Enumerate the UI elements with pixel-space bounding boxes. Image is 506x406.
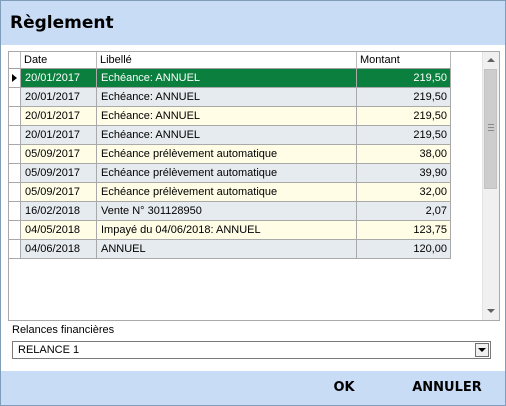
row-selector[interactable] — [9, 145, 21, 164]
cell-libelle[interactable]: Vente N° 301128950 — [97, 202, 357, 221]
dialog-title: Règlement — [10, 13, 114, 33]
cell-libelle[interactable]: Echéance: ANNUEL — [97, 88, 357, 107]
table-row[interactable]: 20/01/2017 Echéance: ANNUEL 219,50 — [9, 126, 451, 145]
grip-line — [488, 127, 494, 128]
row-selector[interactable] — [9, 183, 21, 202]
cell-montant[interactable]: 123,75 — [357, 221, 451, 240]
cell-date[interactable]: 20/01/2017 — [21, 88, 97, 107]
scrollbar-thumb[interactable] — [484, 69, 497, 189]
scroll-down-button[interactable] — [483, 303, 499, 320]
row-selector-header — [9, 52, 21, 69]
grip-line — [488, 124, 494, 125]
title-bar: Règlement — [1, 1, 505, 45]
cell-montant[interactable]: 120,00 — [357, 240, 451, 259]
cell-montant[interactable]: 32,00 — [357, 183, 451, 202]
cell-date[interactable]: 04/06/2018 — [21, 240, 97, 259]
cell-date[interactable]: 04/05/2018 — [21, 221, 97, 240]
cell-libelle[interactable]: Impayé du 04/06/2018: ANNUEL — [97, 221, 357, 240]
cell-montant[interactable]: 219,50 — [357, 107, 451, 126]
cell-date[interactable]: 20/01/2017 — [21, 126, 97, 145]
column-header-libelle[interactable]: Libellé — [97, 52, 357, 69]
relances-label: Relances financières — [12, 324, 115, 336]
table-row[interactable]: 05/09/2017 Echéance prélèvement automatiq… — [9, 183, 451, 202]
cell-montant[interactable]: 39,90 — [357, 164, 451, 183]
cell-libelle[interactable]: ANNUEL — [97, 240, 357, 259]
cell-libelle[interactable]: Echéance prélèvement automatique — [97, 164, 357, 183]
vertical-scrollbar[interactable] — [482, 52, 499, 320]
cell-date[interactable]: 16/02/2018 — [21, 202, 97, 221]
button-bar: OK ANNULER — [1, 371, 505, 405]
relances-selected-value: RELANCE 1 — [18, 344, 80, 356]
cell-montant[interactable]: 2,07 — [357, 202, 451, 221]
cell-libelle[interactable]: Echéance: ANNUEL — [97, 126, 357, 145]
ok-button[interactable]: OK — [333, 380, 355, 395]
cell-montant[interactable]: 219,50 — [357, 69, 451, 88]
row-selector[interactable] — [9, 107, 21, 126]
chevron-down-icon — [478, 348, 486, 352]
row-selector[interactable] — [9, 164, 21, 183]
table-row[interactable]: 04/06/2018 ANNUEL 120,00 — [9, 240, 451, 259]
cell-date[interactable]: 05/09/2017 — [21, 145, 97, 164]
cell-libelle[interactable]: Echéance prélèvement automatique — [97, 183, 357, 202]
cell-date[interactable]: 20/01/2017 — [21, 69, 97, 88]
cell-date[interactable]: 20/01/2017 — [21, 107, 97, 126]
cell-date[interactable]: 05/09/2017 — [21, 164, 97, 183]
cell-libelle[interactable]: Echéance: ANNUEL — [97, 69, 357, 88]
triangle-down-icon — [487, 309, 495, 313]
table-row[interactable]: 20/01/2017 Echéance: ANNUEL 219,50 — [9, 88, 451, 107]
table-row[interactable]: 05/09/2017 Echéance prélèvement automatiq… — [9, 145, 451, 164]
dropdown-button[interactable] — [475, 343, 489, 357]
annuler-button[interactable]: ANNULER — [412, 380, 482, 395]
triangle-right-icon — [12, 74, 17, 82]
cell-montant[interactable]: 219,50 — [357, 88, 451, 107]
scroll-up-button[interactable] — [483, 52, 499, 69]
row-selector[interactable] — [9, 126, 21, 145]
row-selector[interactable] — [9, 221, 21, 240]
cell-montant[interactable]: 219,50 — [357, 126, 451, 145]
table-row[interactable]: 04/05/2018 Impayé du 04/06/2018: ANNUEL 12… — [9, 221, 451, 240]
row-selector[interactable] — [9, 202, 21, 221]
cell-libelle[interactable]: Echéance prélèvement automatique — [97, 145, 357, 164]
table-row[interactable]: 20/01/2017 Echéance: ANNUEL 219,50 — [9, 69, 451, 88]
triangle-up-icon — [487, 58, 495, 62]
table-row[interactable]: 16/02/2018 Vente N° 301128950 2,07 — [9, 202, 451, 221]
column-header-date[interactable]: Date — [21, 52, 97, 69]
table-row[interactable]: 05/09/2017 Echéance prélèvement automatiq… — [9, 164, 451, 183]
cell-date[interactable]: 05/09/2017 — [21, 183, 97, 202]
cell-montant[interactable]: 38,00 — [357, 145, 451, 164]
table-row[interactable]: 20/01/2017 Echéance: ANNUEL 219,50 — [9, 107, 451, 126]
row-selector[interactable] — [9, 69, 21, 88]
row-selector[interactable] — [9, 88, 21, 107]
row-selector[interactable] — [9, 240, 21, 259]
payments-grid[interactable]: Date Libellé Montant 20/01/2017 Echéance:… — [8, 51, 500, 321]
relances-select[interactable]: RELANCE 1 — [12, 341, 491, 359]
grip-line — [488, 130, 494, 131]
cell-libelle[interactable]: Echéance: ANNUEL — [97, 107, 357, 126]
column-header-montant[interactable]: Montant — [357, 52, 451, 69]
